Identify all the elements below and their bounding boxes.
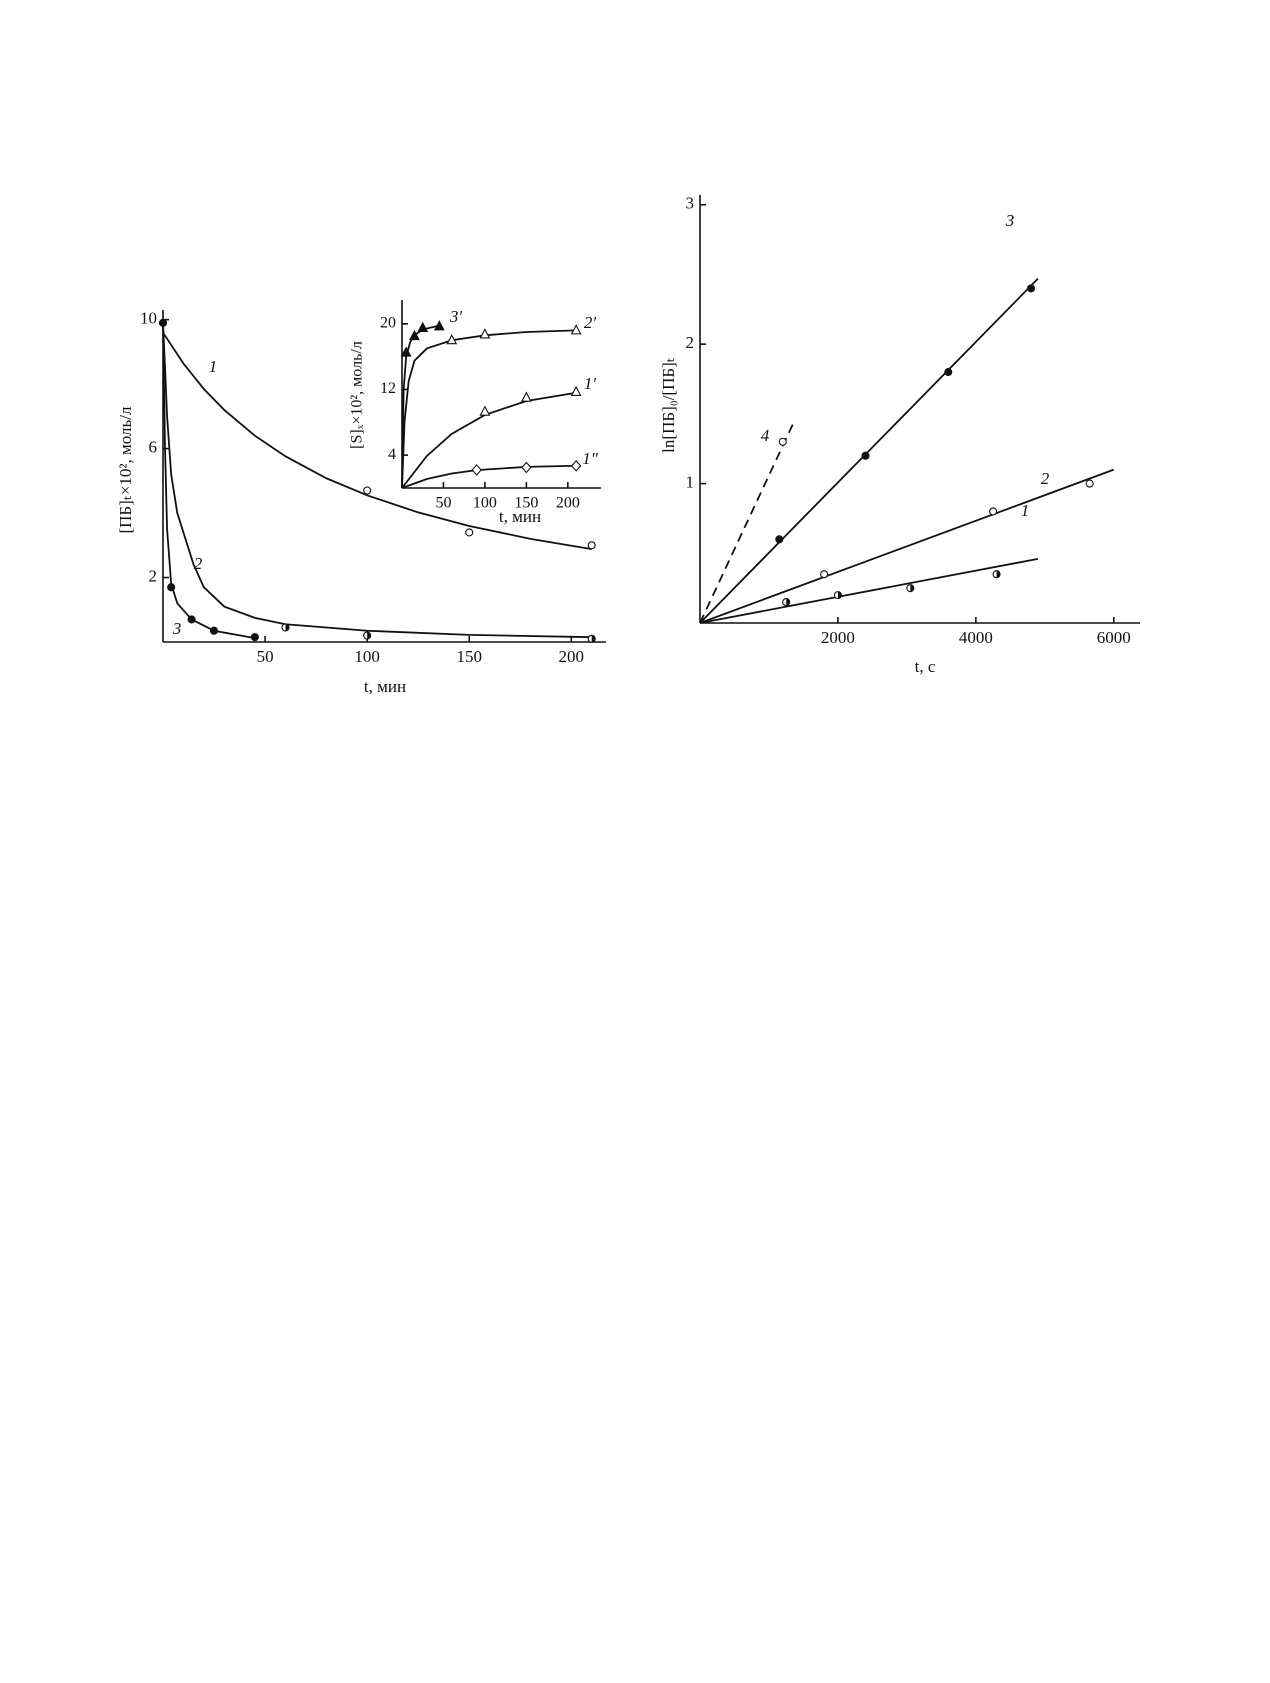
marker-half [591,635,596,643]
y-tick-label: 4 [388,446,396,463]
curve-label: 3 [172,619,182,638]
curve [162,322,256,640]
marker [570,385,582,396]
x-tick-label: 100 [354,647,380,666]
curve [699,468,1115,624]
marker [400,346,412,357]
y-tick-label: 12 [380,380,396,397]
marker [520,391,532,402]
curve [401,329,577,489]
x-tick-label: 150 [514,495,538,512]
x-tick-label: 4000 [959,628,993,647]
marker [1026,284,1036,293]
marker [479,405,491,416]
x-tick-label: 100 [473,495,497,512]
marker [209,626,219,635]
curve [401,391,577,489]
marker [587,541,596,550]
marker [1085,479,1094,488]
marker-half [786,598,790,606]
curve-label: 1 [1021,501,1030,520]
marker-half [367,632,371,640]
x-axis-title: t, мин [499,507,541,526]
curve [401,464,577,489]
curve [699,423,794,624]
y-axis-title: [S]ₓ×10², моль/л [349,341,366,449]
x-tick-label: 50 [435,495,451,512]
marker [465,528,474,537]
curve-label: 3 [1005,211,1015,230]
marker [167,583,176,592]
marker [471,464,482,476]
marker [778,437,787,446]
marker-half [996,570,1001,578]
marker [363,486,372,495]
marker-half [910,584,914,592]
x-tick-label: 50 [257,647,274,666]
x-tick-label: 6000 [1097,628,1131,647]
marker [989,507,998,516]
y-axis-title: [ПБ]ₜ×10², моль/л [116,406,135,534]
marker [570,460,582,472]
marker [820,570,829,579]
y-tick-label: 20 [380,314,396,331]
y-axis-title: ln[ПБ]₀/[ПБ]ₜ [659,357,678,453]
y-tick-label: 1 [686,472,695,491]
curve-label: 1″ [582,449,599,468]
x-tick-label: 200 [559,647,585,666]
marker [479,328,491,339]
marker [158,318,168,327]
curve-label: 2 [194,554,203,573]
y-tick-label: 2 [149,566,158,585]
marker [417,321,429,332]
x-tick-label: 2000 [821,628,855,647]
curve-label: 3′ [449,307,463,326]
marker-half [837,591,842,599]
curve [699,557,1039,624]
marker [446,334,458,345]
y-tick-label: 2 [686,333,695,352]
marker [521,461,532,474]
x-axis-title: t, с [915,657,936,676]
x-axis-title: t, мин [364,677,406,696]
y-tick-label: 6 [149,438,158,457]
curve-label: 1 [209,357,218,376]
curve-label: 2 [1041,469,1050,488]
marker [775,535,784,544]
marker-half [285,623,289,631]
marker [433,320,445,331]
marker [409,329,420,341]
y-tick-label: 3 [686,194,695,213]
y-tick-label: 10 [140,309,157,328]
curve [699,278,1039,624]
marker [187,615,196,624]
curve [162,322,592,639]
marker [570,324,582,335]
x-tick-label: 150 [456,647,482,666]
marker [944,368,953,377]
x-tick-label: 200 [556,495,580,512]
curve-label: 2′ [584,313,597,332]
curve-label: 4 [761,426,770,445]
marker [250,633,259,642]
curve [162,332,592,551]
curve-label: 1′ [584,374,597,393]
marker [861,451,870,460]
